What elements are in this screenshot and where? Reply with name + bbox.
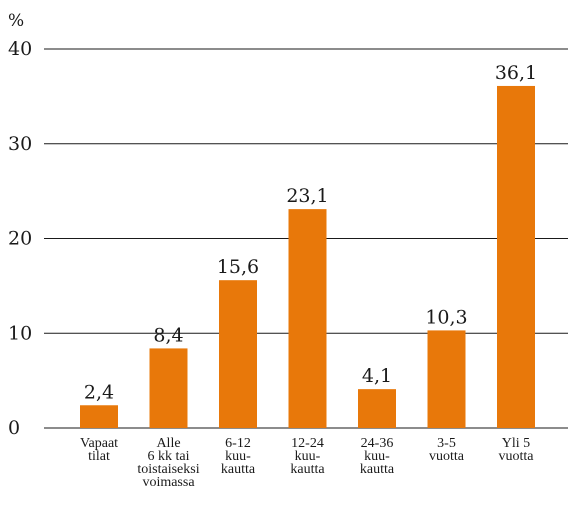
y-axis-ticks: 0 10 20 30 40	[8, 38, 32, 439]
bar-value-label: 23,1	[286, 185, 328, 207]
category-label-line: 24-36	[361, 436, 394, 451]
category-label-line: 6 kk tai	[148, 449, 190, 464]
bar-value-label: 10,3	[425, 306, 467, 328]
bar	[358, 389, 396, 428]
category-label-line: vuotta	[499, 449, 535, 464]
category-label-line: Yli 5	[502, 436, 530, 451]
category-label: 12-24 kuu-kautta	[290, 436, 325, 477]
bar-value-label: 8,4	[153, 324, 183, 346]
bar-value-label: 36,1	[495, 62, 537, 84]
category-label: 6-12 kuu-kautta	[221, 436, 256, 477]
category-label-line: kautta	[360, 462, 395, 477]
category-label-line: kautta	[290, 462, 325, 477]
category-label-line: 3-5	[437, 436, 456, 451]
category-label-line: toistaiseksi	[137, 462, 199, 477]
bar	[497, 85, 535, 428]
category-label: 3-5 vuotta	[429, 436, 465, 464]
y-tick-label: 30	[8, 133, 32, 155]
bars	[80, 85, 535, 428]
bar-value-label: 2,4	[84, 381, 114, 403]
category-label: 24-36 kuu-kautta	[360, 436, 395, 477]
bar	[427, 330, 466, 428]
category-label-line: kuu-	[225, 449, 251, 464]
category-labels: Vapaat tilat Alle 6 kk tai toistaiseksi voima…	[80, 436, 534, 490]
y-tick-label: 20	[8, 228, 32, 250]
y-tick-label: 0	[8, 417, 20, 439]
bar-value-label: 4,1	[362, 365, 392, 387]
y-tick-label: 10	[8, 322, 32, 344]
category-label-line: voimassa	[142, 475, 195, 490]
bar-value-label: 15,6	[217, 256, 259, 278]
category-label-line: 6-12	[225, 436, 251, 451]
category-label-line: kuu-	[295, 449, 321, 464]
category-label: Vapaat tilat	[80, 436, 118, 464]
y-axis-unit-label: %	[8, 11, 24, 31]
category-label-line: kautta	[221, 462, 256, 477]
bar	[149, 348, 188, 428]
category-label: Alle 6 kk tai toistaiseksi voimassa	[137, 436, 199, 490]
category-label-line: tilat	[88, 449, 110, 464]
y-tick-label: 40	[8, 38, 32, 60]
category-label-line: Vapaat	[80, 436, 118, 451]
category-label-line: kuu-	[364, 449, 390, 464]
category-label-line: vuotta	[429, 449, 465, 464]
category-label-line: Alle	[156, 436, 180, 451]
category-label: Yli 5 vuotta	[499, 436, 535, 464]
category-label-line: 12-24	[291, 436, 324, 451]
value-labels: 2,4 8,4 15,6 23,1 4,1 10,3 36,1	[84, 62, 537, 403]
bar	[288, 209, 327, 428]
bar	[219, 280, 257, 428]
bar	[80, 405, 118, 428]
